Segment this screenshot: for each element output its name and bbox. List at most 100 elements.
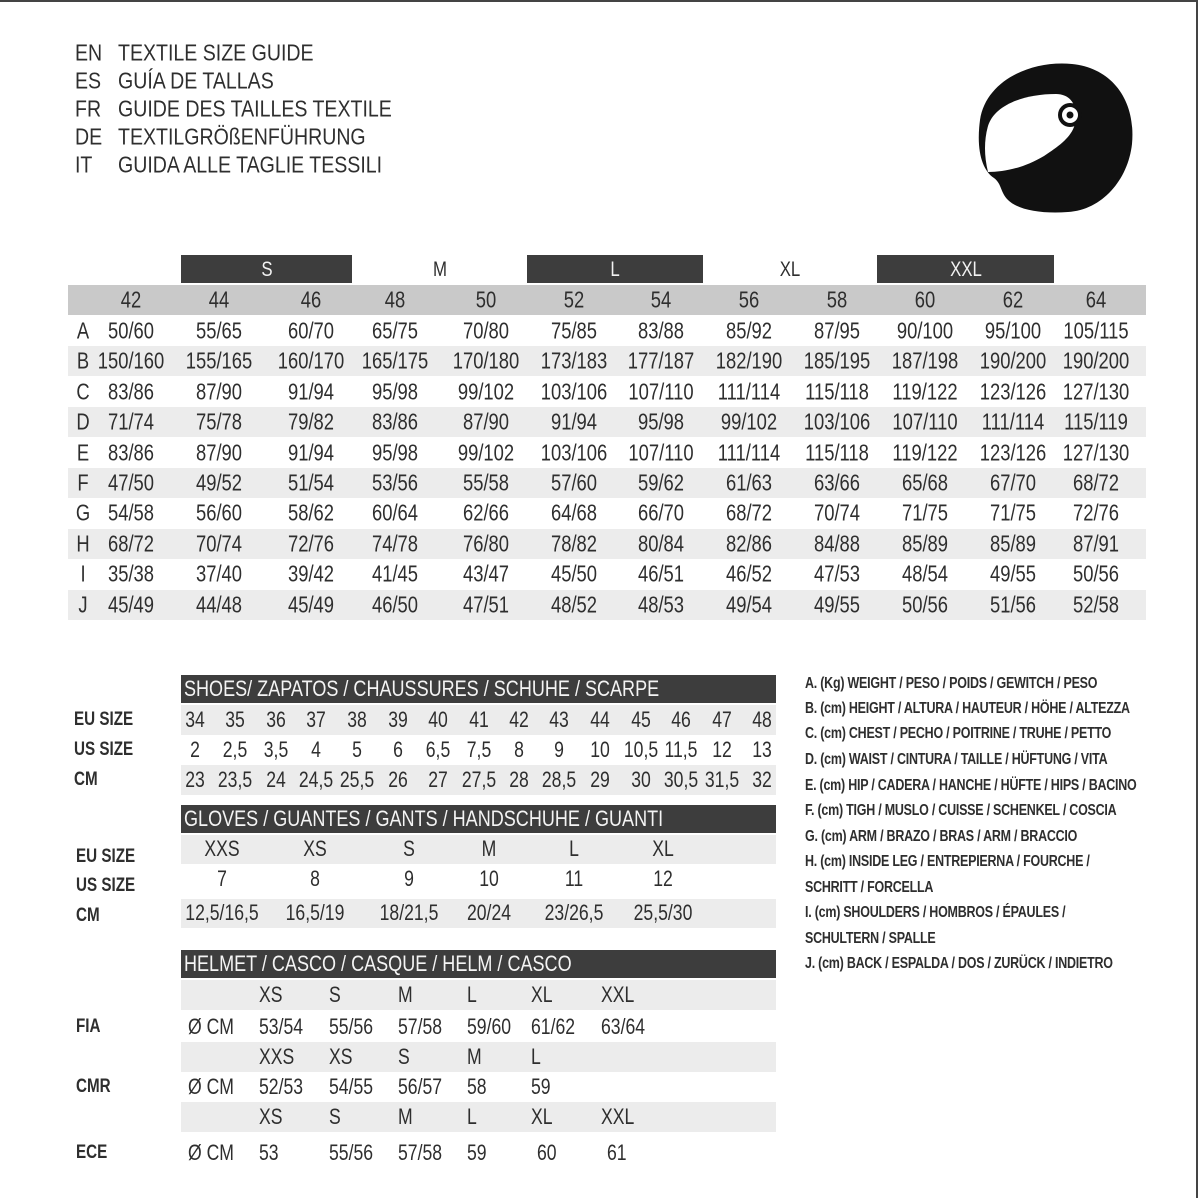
- table-cell: 18/21,5: [379, 900, 439, 925]
- column-header: 54: [650, 286, 672, 313]
- table-cell: 45/49: [107, 591, 155, 618]
- table-cell: 46: [671, 707, 691, 732]
- table-cell: 10: [590, 737, 610, 762]
- size-group-label: M: [432, 258, 447, 281]
- language-code: EN: [75, 39, 103, 66]
- guide-title: GUIDE DES TAILLES TEXTILE: [118, 95, 392, 122]
- table-cell: 34: [185, 707, 205, 732]
- section-title: HELMET / CASCO / CASQUE / HELM / CASCO: [184, 951, 572, 976]
- helmet-value: 57/58: [398, 1140, 443, 1165]
- table-cell: 55/58: [462, 469, 510, 496]
- standard-label: CMR: [76, 1076, 111, 1097]
- table-cell: 90/100: [896, 317, 954, 344]
- table-cell: 47: [712, 707, 732, 732]
- section-title: GLOVES / GUANTES / GANTS / HANDSCHUHE / …: [184, 806, 664, 831]
- table-cell: 9: [554, 737, 564, 762]
- table-cell: 50/56: [1072, 560, 1120, 587]
- table-cell: 7,5: [466, 737, 492, 762]
- table-cell: 38: [347, 707, 367, 732]
- table-row-bg: [68, 589, 1146, 620]
- table-cell: 76/80: [462, 530, 510, 557]
- helmet-size: M: [398, 982, 413, 1007]
- row-label: F: [77, 469, 89, 496]
- table-row-bg: [181, 835, 776, 864]
- table-cell: 49/55: [989, 560, 1037, 587]
- table-cell: 83/86: [107, 378, 155, 405]
- table-cell: 60/70: [287, 317, 335, 344]
- row-label: J: [78, 591, 88, 618]
- table-cell: 91/94: [550, 408, 598, 435]
- table-cell: 99/102: [720, 408, 778, 435]
- helmet-value: 53/54: [259, 1014, 304, 1039]
- helmet-size: XXS: [259, 1044, 295, 1069]
- table-cell: 119/122: [892, 378, 958, 405]
- table-cell: 85/92: [725, 317, 773, 344]
- table-cell: 43: [549, 707, 569, 732]
- table-cell: 187/198: [891, 347, 959, 374]
- table-cell: 70/80: [462, 317, 510, 344]
- table-cell: 115/118: [805, 439, 869, 466]
- table-cell: 111/114: [717, 378, 781, 405]
- helmet-size: M: [467, 1044, 482, 1069]
- table-cell: 29: [590, 767, 610, 792]
- row-label: I: [80, 560, 86, 587]
- helmet-value: 60: [537, 1140, 557, 1165]
- table-cell: 70/74: [813, 499, 861, 526]
- table-cell: 23/26,5: [544, 900, 604, 925]
- table-cell: 87/90: [195, 439, 243, 466]
- helmet-value: 55/56: [329, 1014, 374, 1039]
- table-cell: 54/58: [107, 499, 155, 526]
- table-cell: 71/75: [901, 499, 949, 526]
- table-cell: 79/82: [287, 408, 335, 435]
- table-cell: 119/122: [892, 439, 958, 466]
- table-cell: 95/98: [637, 408, 685, 435]
- table-cell: 85/89: [989, 530, 1037, 557]
- table-row-bg: [181, 980, 776, 1010]
- table-cell: 87/91: [1072, 530, 1120, 557]
- table-cell: 85/89: [901, 530, 949, 557]
- table-cell: 50/56: [901, 591, 949, 618]
- table-cell: 44: [590, 707, 610, 732]
- row-label: E: [76, 439, 90, 466]
- table-cell: 2,5: [222, 737, 248, 762]
- table-cell: 87/90: [195, 378, 243, 405]
- helmet-value: 59/60: [467, 1014, 512, 1039]
- column-header: 52: [563, 286, 585, 313]
- table-cell: 39/42: [287, 560, 335, 587]
- table-cell: 46/52: [725, 560, 773, 587]
- size-group-l: [527, 255, 703, 283]
- table-cell: 65/68: [901, 469, 949, 496]
- table-cell: 67/70: [989, 469, 1037, 496]
- table-cell: 30: [631, 767, 651, 792]
- legend-item: E. (cm) HIP / CADERA / HANCHE / HÜFTE / …: [805, 777, 1137, 794]
- section-title-bar: [181, 950, 776, 978]
- table-cell: 127/130: [1062, 378, 1130, 405]
- table-cell: 7: [217, 866, 227, 891]
- table-cell: 8: [514, 737, 524, 762]
- row-label: CM: [76, 905, 100, 926]
- table-cell: 103/106: [540, 378, 608, 405]
- table-cell: 49/55: [813, 591, 861, 618]
- helmet-value: 61: [607, 1140, 627, 1165]
- column-header: 62: [1002, 286, 1024, 313]
- unit-label: Ø CM: [188, 1014, 234, 1039]
- table-cell: 43/47: [462, 560, 510, 587]
- guide-title: TEXTILGRÖßENFÜHRUNG: [118, 123, 366, 150]
- table-cell: 95/98: [371, 439, 419, 466]
- table-cell: 49/52: [195, 469, 243, 496]
- column-header: 48: [384, 286, 406, 313]
- column-header: 44: [208, 286, 230, 313]
- legend-item: B. (cm) HEIGHT / ALTURA / HAUTEUR / HÖHE…: [805, 700, 1130, 717]
- table-cell: 64/68: [550, 499, 598, 526]
- legend-item: D. (cm) WAIST / CINTURA / TAILLE / HÜFTU…: [805, 751, 1108, 768]
- table-cell: 47/50: [107, 469, 155, 496]
- table-cell: 48/53: [637, 591, 685, 618]
- table-cell: 13: [752, 737, 772, 762]
- row-label: D: [76, 408, 90, 435]
- section-title: SHOES/ ZAPATOS / CHAUSSURES / SCHUHE / S…: [184, 676, 660, 701]
- table-cell: 72/76: [287, 530, 335, 557]
- helmet-value: 59: [531, 1074, 551, 1099]
- guide-title: GUÍA DE TALLAS: [118, 67, 274, 94]
- table-cell: 11: [564, 866, 584, 891]
- table-cell: 5: [352, 737, 362, 762]
